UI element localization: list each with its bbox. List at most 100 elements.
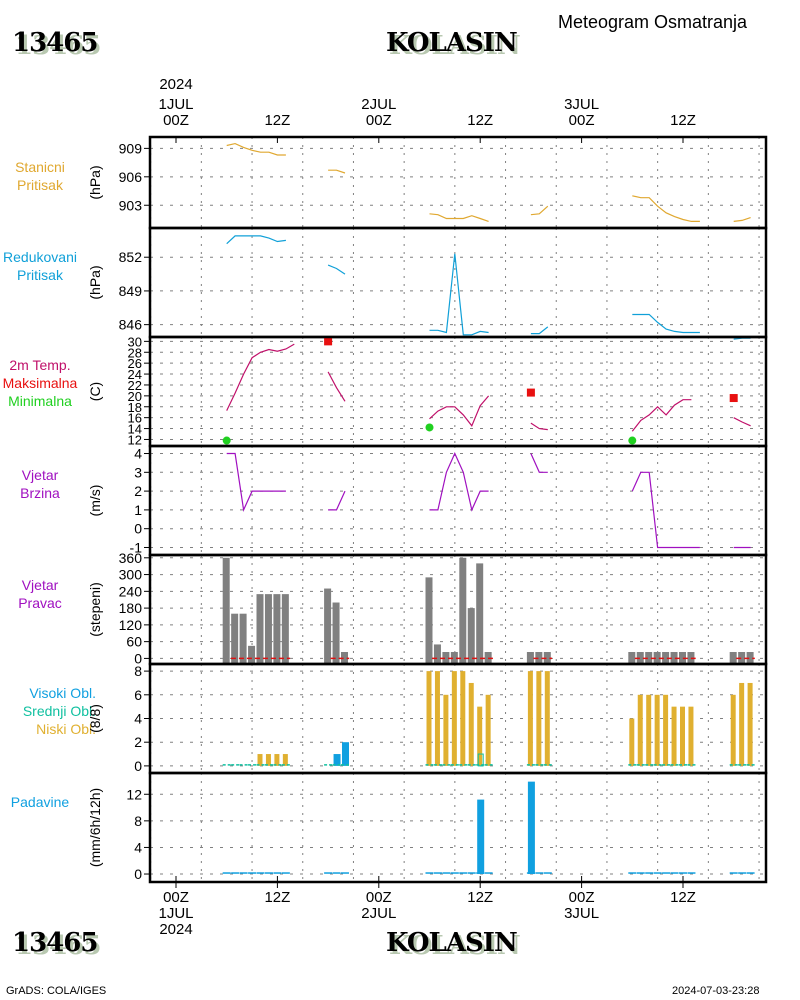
wind-dir-bar bbox=[332, 602, 340, 663]
cloud-low-bar bbox=[747, 682, 753, 766]
top-time-label: 12Z bbox=[264, 112, 291, 129]
panel-label-temperature: 2m Temp. bbox=[9, 357, 71, 373]
series-line bbox=[632, 313, 700, 334]
top-time-label: 00Z bbox=[365, 112, 392, 129]
cloud-low-bar bbox=[257, 754, 263, 766]
panel-label-reduced_pressure: Redukovani bbox=[3, 249, 77, 265]
y-tick-label: 14 bbox=[128, 422, 142, 437]
y-tick-label: 906 bbox=[119, 169, 143, 185]
unit-label: (mm/6h/12h) bbox=[87, 788, 103, 867]
cloud-low-bar bbox=[443, 694, 449, 766]
y-tick-label: 30 bbox=[128, 334, 142, 349]
wind-dir-bar bbox=[628, 652, 636, 663]
wind-dir-bar bbox=[341, 652, 348, 663]
generated-timestamp: 2024-07-03-23:28 bbox=[672, 985, 760, 997]
cloud-low-bar bbox=[434, 671, 440, 766]
y-tick-label: 300 bbox=[119, 567, 143, 583]
wind-dir-bar bbox=[535, 652, 543, 663]
wind-dir-bar bbox=[729, 652, 737, 663]
station-id-footer: 13465 bbox=[12, 928, 98, 958]
cloud-high-bar bbox=[333, 754, 341, 766]
wind-dir-bar bbox=[645, 652, 653, 663]
series-line bbox=[530, 453, 548, 473]
panel-label-clouds: Srednji Obl. bbox=[22, 703, 96, 719]
wind-dir-bar bbox=[687, 652, 695, 663]
panel-label-wind_direction: Pravac bbox=[18, 595, 62, 611]
series-line bbox=[631, 399, 692, 432]
tmax-marker bbox=[324, 337, 333, 346]
series-line bbox=[530, 205, 549, 216]
bottom-time-label: 1JUL bbox=[158, 905, 194, 922]
cloud-low-bar bbox=[477, 706, 483, 766]
cloud-low-bar bbox=[282, 754, 288, 766]
bottom-time-label: 12Z bbox=[264, 889, 291, 906]
precip-bar bbox=[527, 781, 535, 875]
series-line bbox=[226, 142, 286, 156]
cloud-low-bar bbox=[485, 694, 491, 766]
wind-dir-bar bbox=[526, 652, 534, 663]
y-tick-label: 852 bbox=[119, 249, 143, 265]
grads-credit: GrADS: COLA/IGES bbox=[6, 985, 107, 997]
top-time-label: 2JUL bbox=[361, 96, 397, 113]
wind-dir-bar bbox=[442, 652, 450, 663]
bottom-time-label: 00Z bbox=[365, 889, 392, 906]
series-line bbox=[530, 326, 549, 335]
series-line bbox=[226, 235, 286, 245]
wind-dir-bar bbox=[662, 652, 670, 663]
unit-label: (8/8) bbox=[87, 704, 103, 733]
y-tick-label: 846 bbox=[119, 317, 143, 333]
cloud-low-bar bbox=[646, 694, 652, 766]
series-line bbox=[327, 371, 346, 402]
panel-label-precipitation: Padavine bbox=[10, 794, 70, 810]
y-tick-label: 12 bbox=[126, 786, 142, 802]
wind-dir-bar bbox=[324, 588, 332, 663]
cloud-low-bar bbox=[544, 671, 550, 766]
tmax-marker bbox=[526, 388, 535, 397]
y-tick-label: 4 bbox=[134, 839, 142, 855]
panel-label-reduced_pressure: Pritisak bbox=[17, 267, 63, 283]
y-tick-label: 22 bbox=[128, 378, 142, 393]
wind-dir-bar bbox=[679, 652, 686, 663]
wind-dir-bar bbox=[476, 563, 484, 663]
panel-label-temperature: Maksimalna bbox=[2, 375, 78, 391]
y-tick-label: -1 bbox=[130, 539, 143, 555]
cloud-low-bar bbox=[468, 682, 474, 766]
station-name-footer: KOLASIN bbox=[386, 928, 518, 958]
cloud-low-bar bbox=[637, 694, 643, 766]
cloud-low-bar bbox=[451, 671, 457, 766]
series-line bbox=[733, 337, 751, 340]
series-line bbox=[429, 213, 489, 222]
wind-dir-bar bbox=[239, 613, 247, 663]
y-tick-label: 26 bbox=[128, 356, 142, 371]
cloud-low-bar bbox=[527, 671, 533, 766]
panel-frame bbox=[148, 335, 768, 448]
panel-frame bbox=[148, 771, 768, 884]
y-tick-label: 2 bbox=[134, 483, 142, 499]
y-tick-label: 0 bbox=[134, 866, 142, 882]
panel-reduced_pressure: 846 849 852 (hPa) bbox=[87, 226, 768, 340]
tmin-marker bbox=[628, 436, 637, 445]
panel-label-wind_direction: Vjetar bbox=[21, 577, 59, 593]
chart-subtitle: Meteogram Osmatranja bbox=[558, 12, 748, 32]
y-tick-label: 240 bbox=[119, 583, 143, 599]
wind-dir-bar bbox=[653, 652, 661, 663]
series-line bbox=[631, 471, 700, 549]
cloud-low-bar bbox=[460, 671, 466, 766]
panel-clouds: 0 2 4 6 8 (8/8) bbox=[87, 662, 768, 775]
cloud-low-bar bbox=[654, 694, 660, 766]
y-tick-label: 28 bbox=[128, 345, 142, 360]
cloud-low-bar bbox=[663, 694, 669, 766]
y-tick-label: 18 bbox=[128, 400, 142, 415]
unit-label: (stepeni) bbox=[87, 582, 103, 636]
y-tick-label: 60 bbox=[126, 634, 142, 650]
wind-dir-bar bbox=[746, 652, 754, 663]
panel-label-temperature: Minimalna bbox=[8, 393, 72, 409]
bottom-time-label: 12Z bbox=[467, 889, 494, 906]
top-time-label: 12Z bbox=[670, 112, 696, 129]
wind-dir-bar bbox=[484, 652, 492, 663]
series-line bbox=[226, 343, 295, 411]
cloud-mid-bar bbox=[477, 753, 484, 767]
panel-label-station_pressure: Stanicni bbox=[15, 159, 65, 175]
